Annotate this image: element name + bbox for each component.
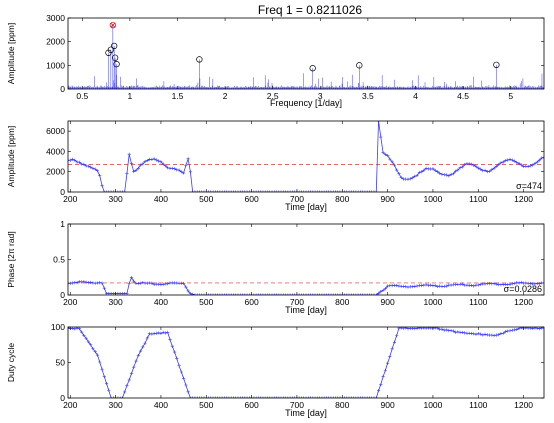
x-axis-label: Frequency [1/day] bbox=[270, 98, 342, 108]
x-tick-label: 4 bbox=[413, 91, 418, 101]
y-tick-label: 6000 bbox=[46, 126, 65, 136]
x-tick-label: 2.5 bbox=[267, 91, 279, 101]
x-tick-label: 300 bbox=[109, 297, 123, 307]
peak-marker bbox=[111, 54, 119, 61]
panel-spectrum: 0.5 1 1.5 2 2.5 3 3.5 4 4.5 5 0 1000 2000 3000 Frequen… bbox=[6, 13, 545, 108]
series-line bbox=[68, 327, 544, 398]
series-markers bbox=[68, 121, 544, 192]
x-tick-label: 800 bbox=[335, 297, 349, 307]
peak-marker bbox=[309, 65, 316, 72]
sigma-annotation: σ=0.0286 bbox=[504, 284, 542, 294]
y-axis-label: Duty cycle bbox=[6, 343, 16, 382]
x-axis-label: Time [day] bbox=[285, 202, 327, 212]
y-tick-label: 1 bbox=[60, 219, 65, 229]
series-markers bbox=[68, 275, 544, 295]
x-tick-label: 3 bbox=[318, 91, 323, 101]
selected-peak-marker bbox=[109, 21, 116, 29]
panel-amplitude: 200 300 400 500 600 700 800 900 1000 1100 1200 0 200… bbox=[6, 120, 545, 212]
x-tick-label: 500 bbox=[199, 400, 213, 410]
axes-frame bbox=[67, 120, 545, 193]
spectrum-line bbox=[68, 25, 544, 89]
y-tick-label: 0 bbox=[60, 393, 65, 403]
x-tick-label: 3.5 bbox=[362, 91, 374, 101]
x-tick-label: 200 bbox=[63, 400, 77, 410]
x-tick-label: 1200 bbox=[514, 297, 533, 307]
selected-peak-cross bbox=[110, 22, 116, 28]
figure-title: Freq 1 = 0.8211026 bbox=[258, 3, 363, 17]
axes-frame bbox=[67, 326, 545, 399]
x-tick-label: 400 bbox=[154, 194, 168, 204]
y-axis-label: Amplitude [ppm] bbox=[6, 23, 16, 84]
x-tick-label: 1100 bbox=[469, 194, 488, 204]
x-tick-label: 1000 bbox=[423, 297, 442, 307]
y-tick-label: 50 bbox=[56, 358, 66, 368]
peak-marker bbox=[356, 62, 363, 69]
series-markers bbox=[68, 327, 544, 398]
x-tick-label: 1000 bbox=[423, 194, 442, 204]
x-tick-label: 600 bbox=[245, 194, 259, 204]
x-tick-label: 200 bbox=[63, 194, 77, 204]
x-tick-label: 300 bbox=[109, 400, 123, 410]
x-tick-label: 900 bbox=[381, 194, 395, 204]
panel-phase: 200 300 400 500 600 700 800 900 1000 1100 1200 0 0.5… bbox=[6, 219, 545, 315]
y-tick-label: 100 bbox=[51, 322, 65, 332]
y-axis-label: Phase [2π rad] bbox=[6, 231, 16, 287]
plot-area bbox=[68, 327, 544, 398]
panel-duty: 200 300 400 500 600 700 800 900 1000 1100 1200 0 50 1… bbox=[6, 322, 545, 418]
axes-frame bbox=[67, 17, 545, 90]
y-tick-label: 2000 bbox=[46, 167, 65, 177]
x-tick-label: 0.5 bbox=[76, 91, 88, 101]
y-tick-label: 0 bbox=[60, 187, 65, 197]
x-tick-label: 700 bbox=[290, 297, 304, 307]
x-tick-label: 1 bbox=[128, 91, 133, 101]
sigma-annotation: σ=474 bbox=[516, 181, 542, 191]
x-tick-label: 300 bbox=[109, 194, 123, 204]
x-tick-label: 2 bbox=[223, 91, 228, 101]
x-tick-label: 400 bbox=[154, 297, 168, 307]
y-tick-label: 4000 bbox=[46, 146, 65, 156]
x-tick-label: 1100 bbox=[469, 297, 488, 307]
x-tick-label: 600 bbox=[245, 400, 259, 410]
x-tick-label: 500 bbox=[199, 297, 213, 307]
peak-marker bbox=[493, 61, 500, 69]
y-tick-label: 2000 bbox=[46, 37, 65, 47]
x-tick-label: 700 bbox=[290, 194, 304, 204]
x-tick-label: 1200 bbox=[514, 400, 533, 410]
y-tick-label: 1000 bbox=[46, 60, 65, 70]
plot-area bbox=[68, 275, 544, 295]
peak-marker bbox=[107, 46, 114, 53]
series-line bbox=[68, 276, 544, 295]
y-tick-label: 0 bbox=[60, 84, 65, 94]
x-tick-label: 1000 bbox=[423, 400, 442, 410]
x-axis-label: Time [day] bbox=[285, 305, 327, 315]
x-axis-label: Time [day] bbox=[285, 408, 327, 418]
peak-marker bbox=[113, 61, 120, 68]
peak-marker bbox=[196, 56, 203, 63]
x-tick-label: 500 bbox=[199, 194, 213, 204]
series-line bbox=[68, 121, 544, 192]
x-tick-label: 5 bbox=[508, 91, 513, 101]
y-axis-label: Amplitude [ppm] bbox=[6, 126, 16, 187]
x-tick-label: 800 bbox=[335, 400, 349, 410]
x-tick-label: 700 bbox=[290, 400, 304, 410]
plot-area bbox=[68, 21, 544, 89]
x-tick-label: 800 bbox=[335, 194, 349, 204]
x-tick-label: 200 bbox=[63, 297, 77, 307]
x-tick-label: 400 bbox=[154, 400, 168, 410]
x-tick-label: 600 bbox=[245, 297, 259, 307]
x-tick-label: 4.5 bbox=[457, 91, 469, 101]
x-tick-label: 900 bbox=[381, 297, 395, 307]
y-tick-label: 0 bbox=[60, 290, 65, 300]
plot-area bbox=[68, 121, 544, 192]
x-tick-label: 1.5 bbox=[172, 91, 184, 101]
x-tick-label: 900 bbox=[381, 400, 395, 410]
peak-marker bbox=[111, 42, 118, 50]
x-tick-label: 1100 bbox=[469, 400, 488, 410]
x-tick-label: 1200 bbox=[514, 194, 533, 204]
axes-frame bbox=[67, 223, 545, 296]
y-tick-label: 3000 bbox=[46, 13, 65, 23]
y-tick-label: 0.5 bbox=[53, 255, 65, 265]
